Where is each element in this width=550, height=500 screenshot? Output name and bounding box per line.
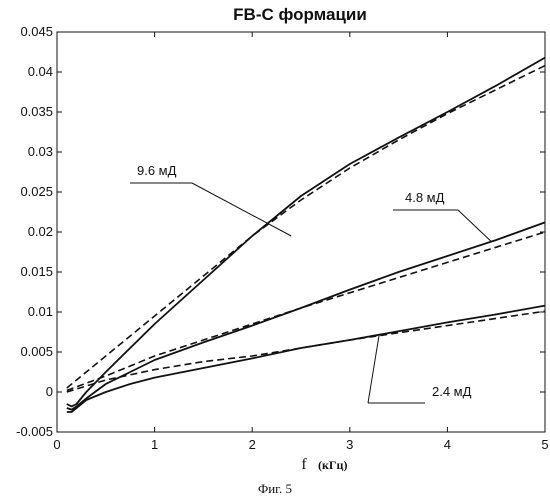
annotation-leader: [192, 183, 291, 236]
series-line-6-dashed: [67, 311, 545, 392]
annotation-leader: [368, 335, 379, 403]
annotation-label: 4.8 мД: [405, 190, 445, 205]
y-tick-label: 0.03: [28, 144, 53, 159]
y-tick-label: 0: [46, 384, 53, 399]
y-tick-label: 0.025: [20, 184, 53, 199]
x-axis-label: f: [301, 456, 307, 473]
figure-caption: Фиг. 5: [258, 481, 292, 496]
y-tick-label: 0.02: [28, 224, 53, 239]
annotation-label: 9.6 мД: [137, 163, 177, 178]
y-tick-label: 0.035: [20, 104, 53, 119]
y-tick-label: -0.005: [16, 424, 53, 439]
y-tick-label: 0.04: [28, 64, 53, 79]
x-tick-label: 5: [541, 437, 548, 452]
x-tick-label: 2: [249, 437, 256, 452]
y-tick-label: 0.045: [20, 24, 53, 39]
series-group: [67, 58, 545, 412]
annotation-leader: [458, 210, 491, 242]
x-axis-unit: (кГц): [318, 458, 347, 472]
series-line-4-dashed: [67, 232, 545, 390]
x-tick-label: 0: [53, 437, 60, 452]
y-tick-label: 0.015: [20, 264, 53, 279]
y-tick-label: 0.005: [20, 344, 53, 359]
y-tick-label: 0.01: [28, 304, 53, 319]
annotations: 9.6 мД 4.8 мД 2.4 мД: [130, 163, 491, 403]
x-tick-label: 3: [346, 437, 353, 452]
x-tick-label: 1: [151, 437, 158, 452]
x-tick-label: 4: [444, 437, 451, 452]
annotation-label: 2.4 мД: [432, 384, 472, 399]
series-line-1-solid: [67, 58, 545, 407]
chart-title: FB-C формации: [233, 5, 367, 24]
